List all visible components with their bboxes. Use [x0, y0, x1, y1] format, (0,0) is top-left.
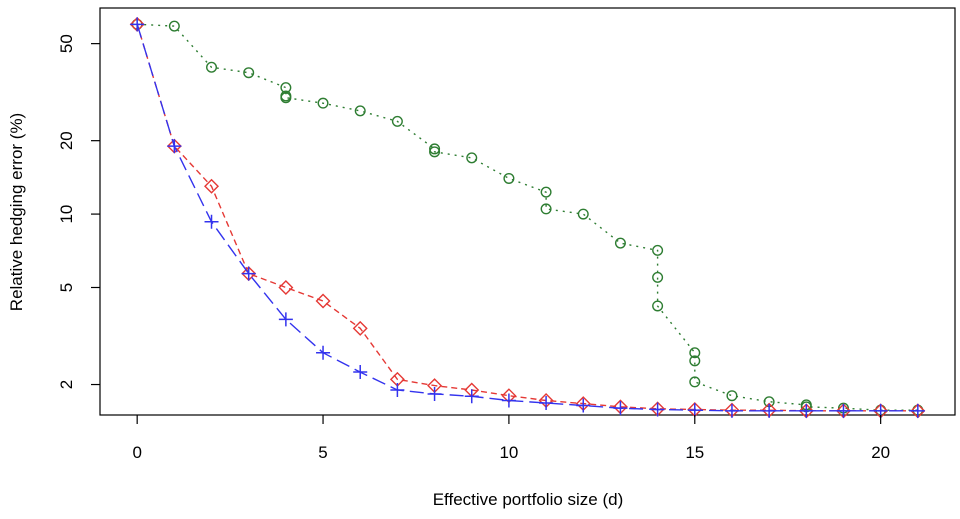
series-3 — [130, 17, 925, 418]
data-point — [613, 401, 628, 416]
data-point — [652, 271, 664, 283]
data-point — [540, 203, 552, 215]
data-point — [650, 402, 665, 417]
data-point — [353, 365, 368, 380]
x-tick-label: 10 — [499, 443, 518, 462]
data-point — [836, 403, 851, 418]
y-tick-label: 2 — [57, 380, 76, 389]
data-point — [352, 320, 368, 336]
data-point — [241, 266, 256, 281]
data-point — [390, 382, 405, 397]
data-point — [539, 395, 554, 410]
data-point — [503, 172, 515, 184]
data-point — [576, 398, 591, 413]
data-point — [317, 97, 329, 109]
data-point — [501, 393, 516, 408]
data-point — [652, 244, 664, 256]
x-axis-title: Effective portfolio size (d) — [433, 490, 624, 509]
y-axis: 2 5 10 20 50 — [57, 34, 100, 389]
data-point — [762, 403, 777, 418]
y-tick-label: 5 — [57, 283, 76, 292]
data-point — [799, 403, 814, 418]
series-layer — [129, 16, 926, 419]
data-point — [726, 390, 738, 402]
data-point — [427, 386, 442, 401]
data-point — [391, 115, 403, 127]
series-1 — [131, 18, 924, 416]
x-tick-label: 5 — [318, 443, 327, 462]
data-point — [689, 376, 701, 388]
data-point — [614, 237, 626, 249]
data-point — [278, 280, 294, 295]
x-tick-label: 15 — [685, 443, 704, 462]
series-line — [136, 24, 918, 412]
data-point — [540, 186, 552, 198]
y-tick-label: 20 — [57, 131, 76, 150]
data-point — [204, 178, 220, 194]
y-tick-label: 10 — [57, 205, 76, 224]
data-point — [577, 208, 589, 220]
data-point — [689, 355, 701, 367]
data-point — [130, 17, 145, 32]
data-point — [168, 20, 180, 32]
data-point — [466, 152, 478, 164]
plot-frame — [99, 7, 956, 416]
data-point — [316, 345, 331, 360]
data-point — [687, 403, 702, 418]
data-point — [278, 312, 293, 327]
data-point — [652, 300, 664, 312]
data-point — [724, 403, 739, 418]
y-axis-title: Relative hedging error (%) — [7, 113, 26, 311]
series-line — [136, 24, 918, 412]
data-point — [167, 139, 182, 154]
x-axis: 0 5 10 15 20 — [132, 415, 890, 462]
data-point — [280, 92, 292, 104]
data-point — [689, 347, 701, 359]
data-point — [243, 67, 255, 79]
data-point — [464, 389, 479, 404]
x-tick-label: 20 — [871, 443, 890, 462]
data-point — [429, 143, 441, 155]
data-point — [315, 293, 331, 309]
series-line — [137, 23, 918, 411]
data-point — [910, 403, 925, 418]
data-point — [354, 105, 366, 117]
y-tick-label: 50 — [57, 34, 76, 53]
x-tick-label: 0 — [132, 443, 141, 462]
data-point — [204, 214, 219, 229]
data-point — [206, 61, 218, 73]
data-point — [429, 146, 441, 158]
